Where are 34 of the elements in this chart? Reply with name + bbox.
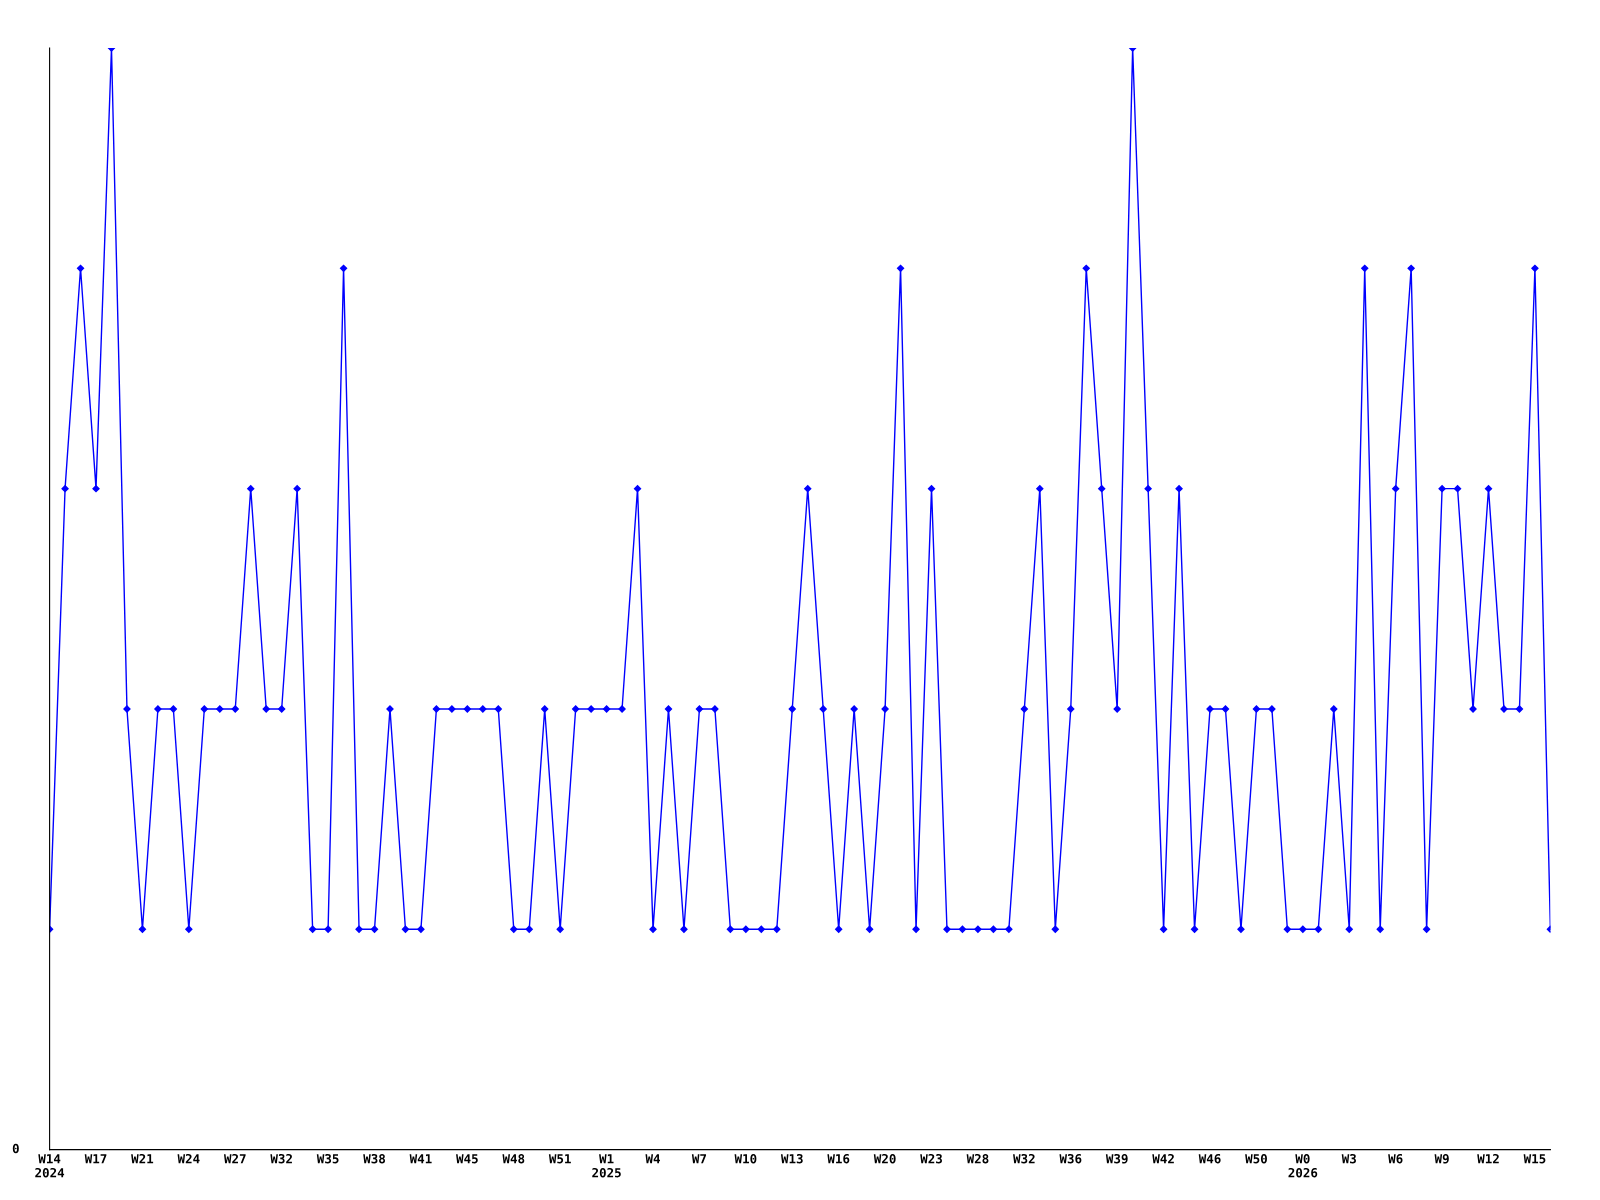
x-tick-label: W14 2024 [35,1154,65,1178]
x-tick-label: W16 [827,1154,850,1164]
x-tick-label: W23 [920,1153,942,1164]
x-tick-label: W35 [316,1153,339,1164]
x-tick-label: W39 [1105,1153,1128,1164]
x-tick-label: W50 [1245,1153,1267,1164]
x-tick-label: W32 [270,1153,292,1164]
x-tick-label: W13 [780,1153,803,1164]
x-tick-label: W12 [1477,1153,1499,1164]
x-tick-label: W28 [966,1153,989,1164]
x-tick-label: W10 [734,1153,757,1164]
x-tick-label: W46 [1198,1154,1221,1164]
x-tick-label: W42 [1152,1153,1174,1164]
x-tick-label: W38 [363,1153,386,1164]
x-tick-label: W9 [1434,1154,1449,1164]
x-tick-label: W24 [177,1153,200,1164]
x-tick-label: W21 [131,1153,154,1164]
x-tick-label: W7 [691,1154,707,1164]
text: 0 [12,1143,19,1154]
x-tick-label: W17 [84,1154,107,1164]
x-tick-label: W51 [548,1154,571,1164]
x-tick-label: W48 [502,1153,525,1164]
x-tick-label: W27 [223,1153,246,1164]
x-tick-label: W36 [1059,1153,1082,1164]
x-tick-label: W0 2026 [1288,1153,1318,1178]
x-tick-label: W6 [1388,1154,1403,1164]
x-tick-label: W1 2025 [592,1154,621,1178]
x-tick-label: W3 [1341,1153,1356,1164]
x-tick-label: W4 [645,1154,660,1164]
x-tick-label: W20 [873,1153,896,1164]
x-tick-label: W15 [1523,1154,1546,1164]
x-tick-label: W32 [1013,1153,1035,1164]
x-tick-label: W45 [456,1154,478,1164]
x-tick-label: W41 [409,1154,432,1164]
